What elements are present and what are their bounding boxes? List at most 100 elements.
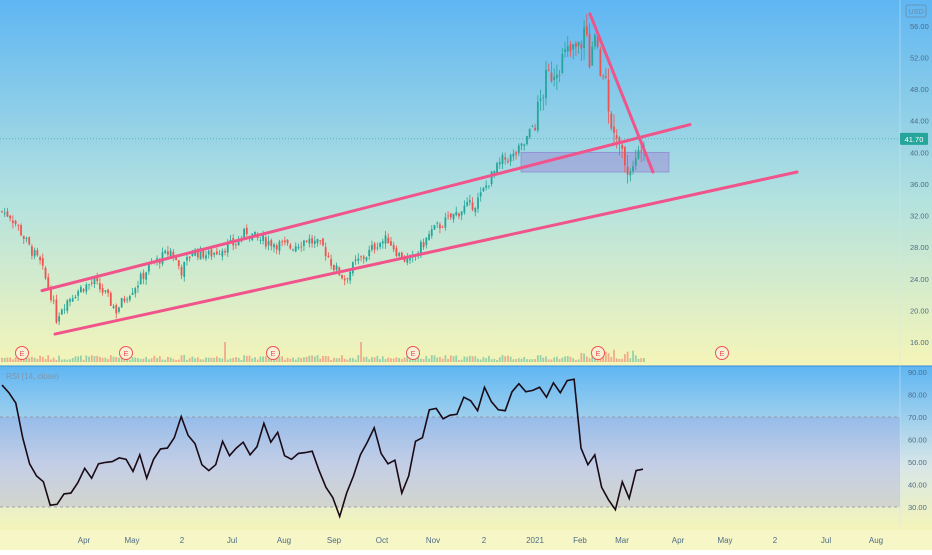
earnings-marker[interactable]	[266, 346, 280, 360]
time-tick-label: Aug	[277, 536, 291, 545]
candle-body	[270, 240, 273, 247]
volume-bar	[400, 358, 403, 362]
volume-bar	[22, 358, 25, 362]
upper-channel-trendline[interactable]	[40, 123, 692, 293]
currency-badge-box[interactable]	[905, 4, 927, 18]
volume-bar	[262, 356, 265, 362]
price-tick-label: 36.00	[910, 180, 929, 189]
volume-bar	[112, 356, 115, 362]
volume-bar	[289, 358, 292, 362]
volume-bar	[477, 358, 479, 362]
volume-bar	[207, 357, 210, 362]
candle-body	[368, 249, 371, 257]
candle-body	[360, 256, 362, 258]
volume-bar	[439, 356, 441, 362]
candle-body	[254, 231, 256, 236]
earnings-marker[interactable]	[15, 346, 29, 360]
volume-bar	[338, 358, 341, 362]
volume-bar	[332, 357, 335, 362]
candle-body	[109, 292, 112, 306]
candle-body	[101, 288, 104, 293]
earnings-marker[interactable]	[591, 346, 605, 360]
volume-bar	[536, 355, 539, 362]
volume-bar	[254, 357, 256, 362]
candle-body	[52, 300, 55, 302]
descending-trendline[interactable]	[588, 12, 655, 174]
candle-body	[11, 220, 14, 224]
volume-bar	[142, 358, 145, 362]
candle-body	[572, 44, 575, 50]
time-tick-label: 2	[180, 536, 185, 545]
candle-body	[580, 43, 583, 49]
candle-body	[218, 254, 221, 255]
currency-badge[interactable]: USD	[909, 9, 924, 16]
volume-bar	[267, 358, 270, 362]
candle-body	[134, 288, 137, 294]
price-tick-label: 56.00	[910, 22, 929, 31]
price-tick-label: 20.00	[910, 306, 929, 315]
candle-body	[99, 283, 101, 290]
candle-body	[224, 250, 226, 253]
volume-bar	[3, 357, 6, 362]
candle-body	[346, 278, 349, 279]
volume-bar	[82, 359, 85, 362]
volume-bar	[120, 357, 123, 362]
volume-bar	[243, 355, 245, 362]
volume-bar	[623, 354, 626, 362]
volume-bar	[90, 355, 93, 362]
volume-bar	[452, 356, 455, 362]
candle-body	[610, 113, 613, 129]
volume-bar	[409, 359, 411, 362]
volume-bar	[466, 357, 469, 362]
volume-bar	[643, 358, 645, 362]
candle-body	[9, 215, 12, 219]
volume-bar	[31, 356, 33, 362]
candle-body	[392, 244, 395, 250]
volume-bar	[455, 355, 458, 362]
volume-bar	[640, 358, 643, 362]
candle-body	[496, 163, 498, 173]
volume-bar	[512, 359, 515, 362]
volume-bar	[147, 359, 150, 362]
volume-bar	[482, 357, 485, 362]
earnings-marker[interactable]	[119, 346, 133, 360]
earnings-marker[interactable]	[715, 346, 729, 360]
lower-channel-trendline[interactable]	[53, 170, 799, 336]
candle-body	[175, 257, 177, 261]
time-tick-label: May	[124, 536, 139, 545]
last-price-label-box	[900, 132, 928, 145]
volume-bar	[1, 357, 3, 362]
last-price-line: 41.70	[0, 132, 928, 145]
earnings-marker[interactable]	[406, 346, 420, 360]
volume-bar	[278, 357, 281, 362]
time-tick-label: Nov	[426, 536, 440, 545]
volume-bar	[585, 356, 588, 362]
volume-bar	[33, 357, 36, 362]
volume-bar	[387, 357, 390, 362]
candle-body	[311, 238, 313, 244]
candle-body	[145, 272, 148, 280]
candle-body	[498, 162, 501, 165]
candle-body	[63, 308, 66, 310]
volume-bar	[577, 359, 580, 362]
candle-body	[373, 243, 376, 250]
volume-bar	[172, 358, 175, 362]
candle-body	[585, 26, 588, 35]
volume-bar	[123, 359, 126, 362]
candle-body	[243, 228, 245, 238]
volume-bar	[161, 359, 164, 362]
candle-body	[31, 246, 33, 256]
volume-bar	[569, 356, 572, 362]
candle-body	[545, 69, 547, 99]
candle-body	[294, 246, 297, 252]
candle-body	[210, 249, 213, 257]
volume-bar	[553, 357, 556, 362]
candle-body	[183, 261, 186, 277]
candle-body	[398, 253, 401, 256]
candle-body	[292, 249, 294, 251]
volume-bar	[50, 359, 52, 362]
volume-bar	[186, 359, 188, 362]
volume-bar	[634, 355, 637, 362]
candle-body	[395, 248, 398, 257]
candle-body	[96, 278, 99, 282]
